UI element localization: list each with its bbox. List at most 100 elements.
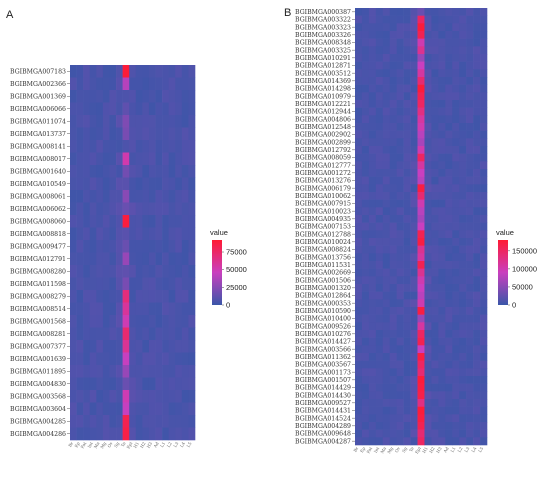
heatmap-cell	[135, 265, 143, 278]
heatmap-cell	[102, 190, 110, 203]
heatmap-cell	[431, 330, 439, 338]
heatmap-cell	[122, 290, 130, 303]
row-label: BGIBMGA003566	[295, 346, 351, 353]
heatmap-cell	[89, 402, 97, 416]
heatmap-cell	[129, 277, 137, 291]
heatmap-cell	[361, 376, 370, 384]
heatmap-cell	[396, 353, 404, 361]
heatmap-cell	[410, 429, 418, 438]
heatmap-cell	[389, 307, 397, 315]
heatmap-cell	[361, 169, 370, 177]
heatmap-cell	[181, 215, 189, 228]
heatmap-cell	[417, 61, 425, 70]
heatmap-cell	[431, 31, 439, 39]
heatmap-cell	[175, 365, 183, 378]
heatmap-cell	[452, 23, 460, 32]
heatmap-cell	[459, 422, 467, 430]
heatmap-cell	[83, 327, 91, 341]
heatmap-cell	[417, 307, 425, 315]
heatmap-cell	[355, 345, 363, 354]
heatmap-cell	[122, 65, 130, 78]
heatmap-cell	[431, 161, 439, 170]
heatmap-cell	[424, 123, 432, 131]
heatmap-cell	[175, 215, 183, 228]
heatmap-cell	[89, 427, 97, 441]
heatmap-cell	[181, 377, 189, 391]
row-label: BGIBMGA012792	[295, 147, 351, 154]
heatmap-cell	[445, 399, 453, 407]
heatmap-cell	[83, 165, 91, 178]
heatmap-cell	[396, 215, 404, 223]
heatmap-cell	[445, 161, 453, 170]
heatmap-cell	[466, 169, 474, 177]
heatmap-cell	[389, 77, 397, 85]
heatmap-cell	[459, 169, 467, 177]
heatmap-cell	[70, 327, 77, 341]
heatmap-cell	[368, 199, 377, 208]
heatmap-cell	[361, 138, 370, 147]
heatmap-cell	[466, 130, 474, 139]
heatmap-cell	[438, 406, 446, 415]
heatmap-cell	[417, 276, 425, 285]
heatmap-cell	[410, 176, 418, 185]
heatmap-cell	[389, 276, 397, 285]
heatmap-cell	[188, 415, 196, 428]
heatmap-cell	[76, 252, 84, 266]
heatmap-cell	[181, 402, 189, 416]
heatmap-cell	[368, 284, 377, 292]
heatmap-cell	[368, 429, 377, 438]
heatmap-cell	[361, 153, 370, 162]
heatmap-cell	[459, 345, 467, 354]
heatmap-cell	[389, 284, 397, 292]
heatmap-cell	[424, 138, 432, 147]
row-label: BGIBMGA010979	[295, 93, 351, 100]
heatmap-cell	[96, 77, 104, 91]
heatmap-cell	[155, 390, 163, 403]
heatmap-cell	[375, 153, 384, 162]
heatmap-cell	[361, 268, 370, 277]
heatmap-cell	[396, 261, 404, 269]
heatmap-cell	[83, 365, 91, 378]
heatmap-cell	[155, 402, 163, 416]
heatmap-cell	[96, 227, 104, 241]
heatmap-cell	[361, 406, 370, 415]
heatmap-cell	[389, 368, 397, 377]
heatmap-cell	[452, 169, 460, 177]
heatmap-cell	[382, 360, 391, 369]
heatmap-cell	[70, 315, 77, 328]
heatmap-cell	[70, 240, 77, 253]
heatmap-cell	[473, 429, 481, 438]
heatmap-cell	[368, 46, 377, 55]
heatmap-cell	[480, 184, 488, 193]
row-label: BGIBMGA004830	[10, 381, 66, 388]
heatmap-cell	[431, 192, 439, 200]
heatmap-cell	[417, 153, 425, 162]
heatmap-cell	[382, 261, 391, 269]
heatmap-cell	[459, 360, 467, 369]
heatmap-cell	[473, 161, 481, 170]
heatmap-cell	[162, 127, 169, 141]
heatmap-cell	[396, 414, 404, 423]
heatmap-cell	[445, 69, 453, 78]
heatmap-cell	[142, 402, 150, 416]
heatmap-cell	[122, 152, 130, 166]
heatmap-cell	[135, 302, 143, 316]
heatmap-cell	[89, 202, 97, 216]
heatmap-cell	[459, 184, 467, 193]
heatmap-cell	[403, 130, 411, 139]
heatmap-cell	[129, 340, 137, 353]
heatmap-cell	[355, 8, 363, 16]
heatmap-cell	[389, 376, 397, 384]
heatmap-cell	[473, 222, 481, 231]
heatmap-cell	[438, 207, 446, 216]
heatmap-cell	[396, 146, 404, 154]
heatmap-cell	[162, 252, 169, 266]
heatmap-cell	[403, 253, 411, 262]
heatmap-cell	[162, 165, 169, 178]
heatmap-cell	[122, 90, 130, 103]
heatmap-cell	[70, 77, 77, 91]
heatmap-cell	[181, 365, 189, 378]
heatmap-cell	[368, 230, 377, 239]
column-label: H1	[421, 446, 429, 454]
heatmap-cell	[403, 192, 411, 200]
